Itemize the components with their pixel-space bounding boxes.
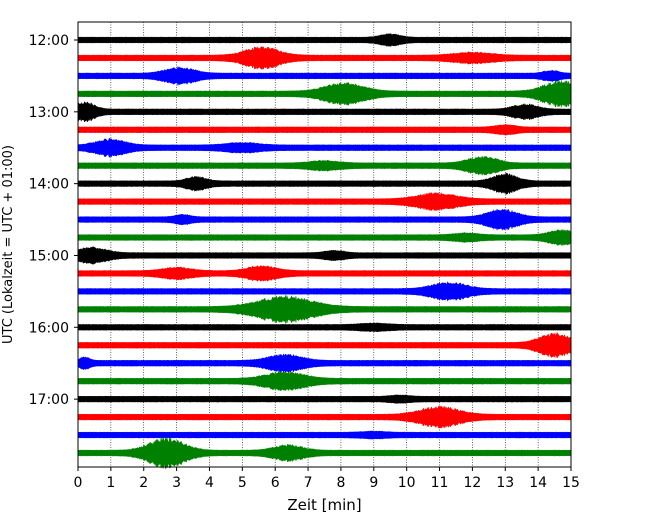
x-tick-label-2: 2 [139, 475, 148, 491]
trace-1300 [77, 101, 572, 123]
trace-1515 [77, 265, 572, 282]
y-tick-label-1700: 17:00 [29, 392, 69, 408]
trace-1245 [77, 79, 572, 108]
x-tick-label-14: 14 [529, 475, 547, 491]
tick-layer: 0 1 2 3 4 5 6 7 8 9 10 11 12 13 14 1512:0013:0014:0015:… [29, 33, 580, 491]
trace-1730 [77, 430, 572, 440]
trace-1745 [77, 436, 572, 470]
x-tick-label-8: 8 [336, 475, 345, 491]
y-tick-label-1400: 14:00 [29, 177, 69, 193]
trace-1330 [77, 138, 572, 158]
x-tick-label-12: 12 [463, 475, 481, 491]
x-tick-label-1: 1 [106, 475, 115, 491]
grid-layer [110, 22, 539, 467]
x-axis-label: Zeit [min] [287, 496, 361, 514]
trace-1345 [77, 155, 572, 177]
trace-1200 [77, 33, 572, 47]
x-tick-label-15: 15 [562, 475, 580, 491]
trace-1630 [77, 353, 572, 374]
trace-1445 [77, 228, 572, 247]
y-tick-label-1500: 15:00 [29, 248, 69, 264]
trace-1230 [77, 65, 572, 87]
y-tick-label-1600: 16:00 [29, 320, 69, 336]
plot-frame [77, 21, 572, 468]
y-axis-label: UTC (Lokalzeit = UTC + 01:00) [1, 145, 16, 344]
y-tick-label-1300: 13:00 [29, 105, 69, 121]
trace-layer [77, 33, 572, 470]
x-tick-label-4: 4 [205, 475, 214, 491]
y-tick-label-1200: 12:00 [29, 33, 69, 49]
trace-1500 [77, 245, 572, 266]
x-tick-label-11: 11 [431, 475, 449, 491]
trace-1530 [77, 280, 572, 302]
trace-1545 [77, 295, 572, 324]
x-tick-label-5: 5 [238, 475, 247, 491]
trace-1400 [77, 172, 572, 195]
x-tick-label-9: 9 [369, 475, 378, 491]
trace-1700 [77, 394, 572, 404]
trace-1315 [77, 123, 572, 136]
trace-1615 [77, 332, 572, 359]
x-tick-label-6: 6 [271, 475, 280, 491]
trace-1645 [77, 370, 572, 392]
trace-1415 [77, 191, 572, 212]
x-tick-label-3: 3 [172, 475, 181, 491]
x-tick-label-0: 0 [74, 475, 83, 491]
x-tick-label-10: 10 [398, 475, 416, 491]
trace-1430 [77, 208, 572, 231]
trace-1715 [77, 405, 572, 429]
trace-1600 [77, 322, 572, 333]
x-tick-label-7: 7 [304, 475, 313, 491]
trace-1215 [77, 45, 572, 70]
x-tick-label-13: 13 [496, 475, 514, 491]
